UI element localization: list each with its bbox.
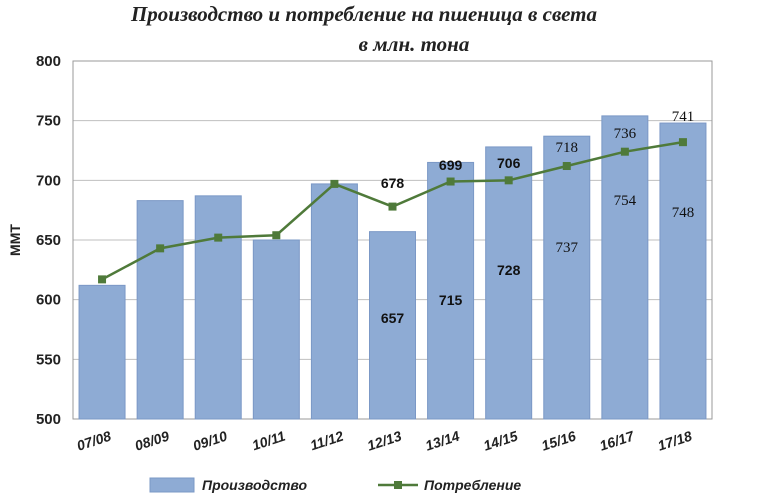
bar-10-11 bbox=[252, 239, 300, 420]
bar-16-17 bbox=[601, 115, 649, 420]
consumption-point bbox=[678, 138, 687, 147]
y-tick-label: 700 bbox=[36, 172, 61, 189]
x-tick-label: 07/08 bbox=[75, 428, 113, 454]
production-value-label: 754 bbox=[614, 193, 637, 209]
bar-15-16 bbox=[543, 135, 591, 420]
consumption-point bbox=[156, 244, 165, 253]
production-value-label: 748 bbox=[672, 205, 695, 221]
production-value-label: 715 bbox=[439, 292, 463, 308]
consumption-point bbox=[272, 231, 281, 240]
consumption-value-label: 706 bbox=[497, 155, 521, 171]
x-tick-label: 10/11 bbox=[250, 428, 287, 454]
legend-production-swatch bbox=[149, 477, 195, 493]
legend-production-label: Производство bbox=[202, 477, 308, 493]
bar-11-12 bbox=[310, 183, 358, 420]
consumption-value-label: 678 bbox=[381, 175, 405, 191]
x-tick-label: 11/12 bbox=[308, 428, 345, 454]
y-tick-label: 750 bbox=[36, 113, 61, 130]
consumption-point bbox=[446, 177, 455, 186]
y-tick-label: 600 bbox=[36, 292, 61, 309]
y-tick-label: 800 bbox=[36, 53, 61, 70]
bar-13-14 bbox=[427, 161, 475, 420]
legend-consumption-marker bbox=[394, 481, 402, 489]
production-value-label: 657 bbox=[381, 310, 405, 326]
bar-09-10 bbox=[194, 195, 242, 420]
x-tick-label: 13/14 bbox=[423, 428, 461, 454]
consumption-value-label: 736 bbox=[614, 126, 637, 142]
y-tick-label: 650 bbox=[36, 232, 61, 249]
x-tick-label: 08/09 bbox=[133, 428, 171, 454]
consumption-point bbox=[562, 162, 571, 171]
production-value-label: 728 bbox=[497, 262, 521, 278]
consumption-point bbox=[504, 176, 513, 185]
bar-07-08 bbox=[78, 284, 126, 420]
chart-subtitle: в млн. тона bbox=[358, 32, 470, 56]
consumption-value-label: 699 bbox=[439, 157, 463, 173]
bar-17-18 bbox=[659, 122, 707, 420]
consumption-point bbox=[620, 147, 629, 156]
bar-14-15 bbox=[485, 146, 533, 420]
x-tick-label: 12/13 bbox=[365, 428, 403, 454]
consumption-point bbox=[98, 275, 107, 284]
x-tick-label: 15/16 bbox=[539, 428, 577, 454]
chart-title: Производство и потребление на пшеница в … bbox=[130, 2, 598, 26]
y-tick-label: 500 bbox=[36, 411, 61, 428]
consumption-point bbox=[214, 233, 223, 242]
consumption-point bbox=[388, 202, 397, 211]
production-value-label: 737 bbox=[556, 240, 579, 256]
bar-12-13 bbox=[369, 231, 416, 420]
bar-08-09 bbox=[136, 200, 184, 420]
x-tick-label: 17/18 bbox=[656, 428, 694, 454]
y-axis-label: ММТ bbox=[7, 224, 23, 256]
x-tick-label: 09/10 bbox=[191, 428, 229, 454]
consumption-value-label: 718 bbox=[556, 140, 579, 156]
x-tick-label: 14/15 bbox=[481, 428, 519, 454]
x-tick-label: 16/17 bbox=[598, 427, 637, 453]
consumption-value-label: 741 bbox=[672, 109, 695, 125]
legend-consumption-label: Потребление bbox=[424, 477, 521, 493]
consumption-point bbox=[330, 179, 339, 188]
y-tick-label: 550 bbox=[36, 351, 61, 368]
